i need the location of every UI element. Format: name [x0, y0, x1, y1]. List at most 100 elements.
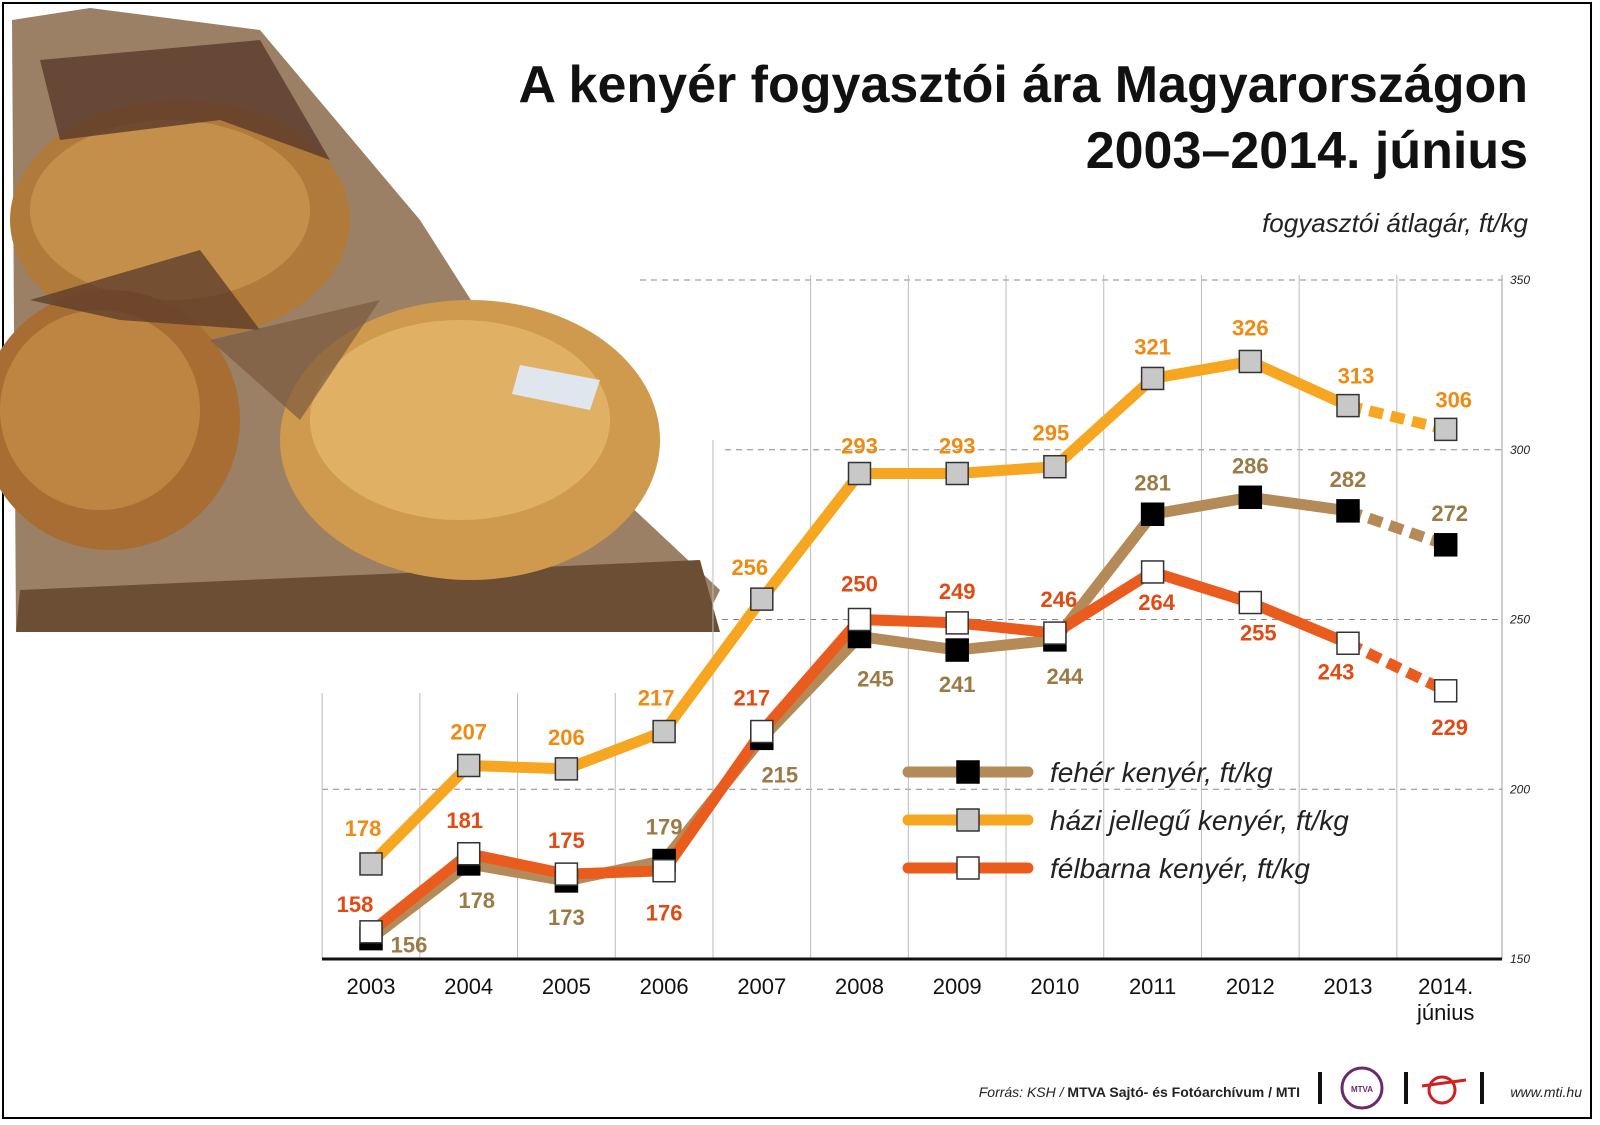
- data-label: 229: [1431, 715, 1468, 740]
- series-line-projection: [1346, 505, 1448, 551]
- data-label: 246: [1041, 587, 1078, 612]
- data-label: 158: [337, 892, 374, 917]
- series-marker: [945, 611, 969, 635]
- data-label: 249: [939, 579, 976, 604]
- data-label: 207: [450, 719, 487, 744]
- series-marker: [1238, 485, 1263, 510]
- chart-title: A kenyér fogyasztói ára Magyarországon: [518, 56, 1528, 114]
- series-marker: [1238, 349, 1263, 374]
- data-labels: 178 207 206 217 256 293 293 295 321 326 313 306 156 1…: [337, 315, 1472, 957]
- footer: Forrás: KSH / MTVA Sajtó- és Fotóarchívu…: [979, 1066, 1582, 1110]
- data-label: 175: [548, 828, 585, 853]
- series-marker: [1043, 621, 1067, 645]
- series-marker: [847, 461, 872, 486]
- mti-logo-icon: [1421, 1075, 1467, 1105]
- grid: [321, 275, 1503, 961]
- data-label: 313: [1338, 364, 1375, 389]
- data-label: 250: [841, 572, 878, 597]
- y-tick-label: 300: [1510, 443, 1530, 457]
- x-tick-label: 2009: [933, 974, 982, 999]
- data-label: 295: [1033, 421, 1070, 446]
- bread-illustration: [0, 8, 720, 632]
- unit-label: fogyasztói átlagár, ft/kg: [1262, 208, 1528, 238]
- data-label: 179: [646, 815, 683, 840]
- data-label: 181: [446, 808, 483, 833]
- x-tick-label: 2003: [347, 974, 396, 999]
- series-marker: [1433, 417, 1458, 442]
- series-marker: [652, 719, 676, 744]
- footer-separator: [1318, 1072, 1322, 1104]
- x-axis-ticks: 2003 2004 2005 2006 2007 2008 2009 2010 2011 2012…: [347, 974, 1475, 1025]
- data-label: 256: [731, 555, 768, 580]
- series-marker: [1336, 631, 1360, 656]
- footer-separator: [1480, 1072, 1484, 1104]
- x-tick-label: 2014. június: [1416, 974, 1474, 1025]
- legend-label: félbarna kenyér, ft/kg: [1050, 853, 1310, 884]
- data-label: 282: [1330, 467, 1367, 492]
- series-line-projection: [1346, 400, 1447, 435]
- data-label: 293: [939, 434, 976, 459]
- data-label: 176: [646, 901, 683, 926]
- legend-marker: [956, 808, 980, 832]
- data-label: 241: [939, 672, 976, 697]
- data-label: 264: [1138, 590, 1175, 615]
- series-marker: [1433, 679, 1458, 703]
- data-label: 244: [1047, 664, 1084, 689]
- data-label: 156: [391, 933, 428, 958]
- series-marker: [1140, 560, 1165, 584]
- series-marker: [1336, 499, 1360, 523]
- series-marker: [945, 638, 969, 662]
- data-label: 286: [1232, 453, 1269, 478]
- y-tick-label: 150: [1510, 952, 1530, 966]
- series-marker: [750, 587, 774, 611]
- website-link: www.mti.hu: [1510, 1084, 1582, 1100]
- data-label: 306: [1435, 387, 1472, 412]
- series-marker: [1043, 454, 1067, 479]
- footer-separator: [1404, 1072, 1408, 1104]
- legend-marker: [956, 856, 980, 880]
- series-marker: [847, 607, 872, 632]
- x-tick-label: 2013: [1324, 974, 1373, 999]
- series-marker: [359, 920, 383, 944]
- series-marker: [359, 852, 383, 876]
- series-marker: [1336, 393, 1360, 418]
- source-agency: MTVA Sajtó- és Fotóarchívum / MTI: [1067, 1084, 1300, 1100]
- x-tick-label: 2008: [835, 974, 884, 999]
- series-line-projection: [1345, 638, 1449, 696]
- data-label: 245: [857, 666, 894, 691]
- series-marker: [945, 461, 969, 486]
- data-label: 326: [1232, 315, 1269, 340]
- y-tick-label: 200: [1509, 782, 1530, 796]
- legend-label: házi jellegű kenyér, ft/kg: [1050, 805, 1349, 836]
- legend: fehér kenyér, ft/kg házi jellegű kenyér, …: [902, 757, 1349, 884]
- data-label: 217: [638, 686, 675, 711]
- data-label: 321: [1134, 334, 1171, 359]
- series-marker: [1238, 590, 1263, 615]
- series-marker: [750, 719, 774, 744]
- series-marker: [456, 842, 481, 866]
- series-marker: [554, 757, 579, 781]
- y-axis-ticks: 150 200 250 300 350: [1509, 273, 1530, 966]
- y-tick-label: 250: [1509, 613, 1530, 627]
- mtva-logo-text: MTVA: [1351, 1085, 1373, 1094]
- x-tick-label: 2012: [1226, 974, 1275, 999]
- source-prefix: Forrás: KSH /: [979, 1084, 1068, 1100]
- data-label: 272: [1431, 501, 1468, 526]
- x-tick-label: 2011: [1129, 974, 1176, 999]
- series-marker: [554, 862, 579, 886]
- x-tick-label: 2004: [444, 974, 493, 999]
- chart-subtitle: 2003–2014. június: [1086, 122, 1528, 180]
- data-label: 217: [733, 686, 770, 711]
- series-marker: [1140, 502, 1165, 527]
- x-tick-label: 2007: [737, 974, 786, 999]
- data-label: 173: [548, 905, 585, 930]
- data-label: 293: [841, 434, 878, 459]
- series-marker: [1433, 533, 1458, 557]
- x-tick-label: 2006: [640, 974, 689, 999]
- series-marker: [1140, 366, 1165, 391]
- data-label: 255: [1240, 621, 1277, 646]
- series-marker: [456, 753, 481, 778]
- data-label: 243: [1318, 659, 1355, 684]
